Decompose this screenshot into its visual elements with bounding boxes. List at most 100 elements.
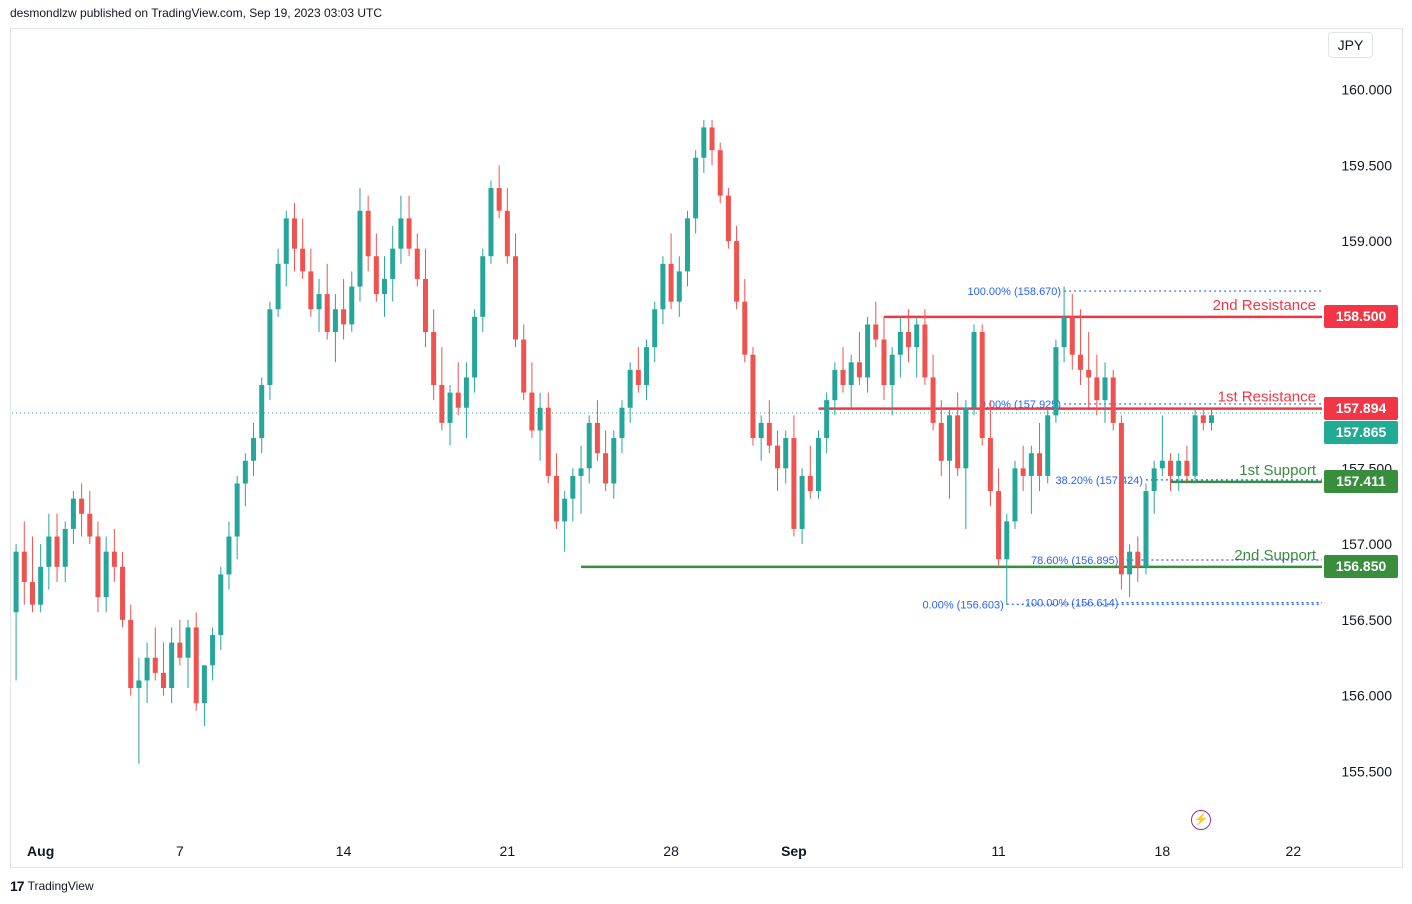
candle-body bbox=[316, 294, 322, 310]
candle-body bbox=[480, 256, 486, 317]
candle-body bbox=[291, 218, 297, 249]
candle-body bbox=[1151, 468, 1157, 492]
candle-body bbox=[627, 369, 633, 408]
candle-body bbox=[586, 422, 592, 469]
candle-body bbox=[1208, 415, 1214, 423]
candle-body bbox=[87, 513, 93, 537]
candle-body bbox=[414, 248, 420, 279]
candle-body bbox=[365, 210, 371, 257]
price-tag: 157.865 bbox=[1324, 421, 1398, 445]
candle-body bbox=[324, 294, 330, 332]
candle-body bbox=[103, 551, 109, 598]
candle-body bbox=[226, 536, 232, 575]
candle-body bbox=[136, 680, 142, 689]
tradingview-logo-icon: 17 bbox=[10, 878, 25, 894]
candle-body bbox=[144, 657, 150, 681]
candle-body bbox=[251, 438, 257, 461]
candle-body bbox=[218, 574, 224, 636]
candle-body bbox=[357, 210, 363, 287]
price-tag: 157.411 bbox=[1324, 470, 1398, 494]
candle-body bbox=[537, 407, 543, 431]
candle-body bbox=[447, 392, 453, 423]
candle-body bbox=[783, 438, 789, 469]
level-label: 1st Resistance bbox=[1218, 389, 1316, 406]
candle-body bbox=[979, 331, 985, 439]
fib-label: 38.20% (157.424) bbox=[1056, 475, 1143, 487]
candle-body bbox=[308, 271, 314, 310]
fib-label: 78.60% (156.895) bbox=[1031, 555, 1118, 567]
chart-frame[interactable] bbox=[10, 28, 1403, 868]
candle-body bbox=[1135, 551, 1141, 567]
candle-body bbox=[840, 369, 846, 386]
candle-body bbox=[611, 438, 617, 484]
candle-body bbox=[1143, 491, 1149, 567]
currency-selector[interactable]: JPY bbox=[1328, 32, 1373, 58]
fib-label: 100.00% (156.614) bbox=[1025, 598, 1119, 610]
candle-body bbox=[390, 248, 396, 279]
candle-body bbox=[1184, 460, 1190, 476]
candles bbox=[13, 119, 1214, 764]
candle-body bbox=[439, 385, 445, 423]
candle-body bbox=[95, 536, 101, 598]
level-label: 2nd Support bbox=[1234, 547, 1317, 564]
candle-body bbox=[488, 188, 494, 257]
fib-label: 100.00% (158.670) bbox=[968, 286, 1062, 298]
candle-body bbox=[832, 369, 838, 401]
x-tick-label: 14 bbox=[336, 843, 352, 859]
lightning-icon[interactable]: ⚡ bbox=[1191, 810, 1211, 830]
candle-body bbox=[62, 528, 68, 567]
candle-body bbox=[111, 551, 117, 567]
brand-name: TradingView bbox=[27, 879, 94, 893]
candle-body bbox=[807, 475, 813, 492]
candle-body bbox=[431, 331, 437, 386]
candle-body bbox=[938, 422, 944, 461]
candle-body bbox=[717, 150, 723, 196]
candle-body bbox=[160, 672, 166, 689]
candle-body bbox=[619, 407, 625, 439]
candle-body bbox=[275, 263, 281, 310]
level-label: 1st Support bbox=[1239, 462, 1317, 479]
candle-body bbox=[1061, 316, 1067, 348]
candle-body bbox=[1110, 377, 1116, 423]
candle-body bbox=[545, 407, 551, 476]
candle-body bbox=[529, 392, 535, 431]
publisher-header: desmondlzw published on TradingView.com,… bbox=[10, 6, 383, 20]
candle-body bbox=[1020, 468, 1026, 476]
candle-body bbox=[1118, 422, 1124, 575]
candle-body bbox=[398, 218, 404, 249]
candle-body bbox=[873, 324, 879, 340]
candle-body bbox=[635, 369, 641, 386]
footer-brand[interactable]: 17 TradingView bbox=[10, 878, 94, 894]
y-tick-label: 159.500 bbox=[1341, 157, 1392, 173]
candle-body bbox=[300, 248, 306, 272]
candle-body bbox=[341, 309, 347, 325]
candle-body bbox=[684, 218, 690, 272]
price-tag: 158.500 bbox=[1324, 305, 1398, 329]
candle-body bbox=[13, 551, 19, 613]
candle-body bbox=[1159, 460, 1165, 469]
candle-body bbox=[758, 422, 764, 439]
candle-body bbox=[1200, 415, 1206, 423]
candle-body bbox=[1053, 347, 1059, 416]
candle-body bbox=[1168, 460, 1174, 476]
candle-body bbox=[504, 210, 510, 257]
y-tick-label: 156.000 bbox=[1341, 688, 1392, 704]
candle-body bbox=[660, 263, 666, 310]
fib-label: 0.00% (157.925) bbox=[980, 399, 1061, 411]
candle-body bbox=[21, 551, 27, 582]
candle-body bbox=[578, 468, 584, 476]
y-tick-label: 157.000 bbox=[1341, 536, 1392, 552]
candle-body bbox=[971, 331, 977, 408]
candle-body bbox=[881, 339, 887, 386]
candle-body bbox=[603, 453, 609, 484]
candle-body bbox=[29, 581, 35, 605]
candle-body bbox=[210, 635, 216, 666]
candle-body bbox=[193, 627, 199, 704]
candle-body bbox=[963, 407, 969, 469]
x-tick-label: 18 bbox=[1155, 843, 1171, 859]
y-tick-label: 160.000 bbox=[1341, 82, 1392, 98]
candle-body bbox=[120, 566, 126, 620]
candle-body bbox=[201, 665, 207, 704]
candle-body bbox=[1045, 415, 1051, 476]
